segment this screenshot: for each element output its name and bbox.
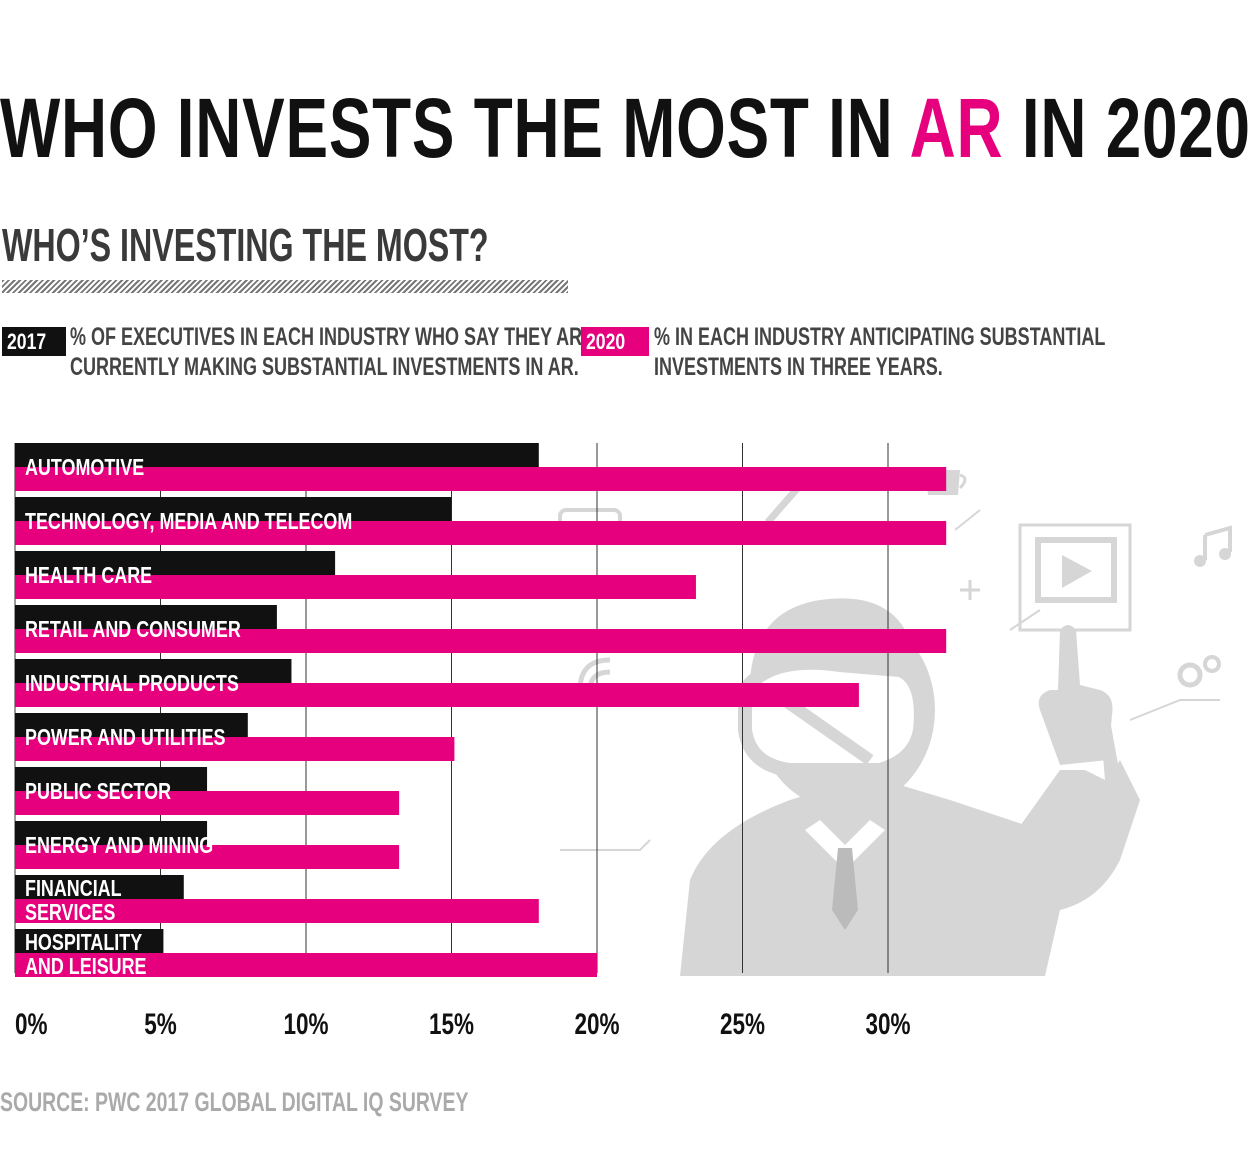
category-label: RETAIL AND CONSUMER <box>25 617 241 643</box>
category-label-line: FINANCIAL <box>25 876 122 902</box>
bar-2020 <box>15 683 859 707</box>
legend-2020-line-2: INVESTMENTS IN THREE YEARS. <box>654 353 943 381</box>
x-axis-tick-labels: 0% 5% 10% 15% 20% 25% 30% <box>15 1007 911 1041</box>
hatched-divider <box>2 280 568 293</box>
legend-2020-description: % IN EACH INDUSTRY ANTICIPATING SUBSTANT… <box>654 322 1105 382</box>
legend-2017-line-1: % OF EXECUTIVES IN EACH INDUSTRY WHO SAY… <box>70 323 595 351</box>
x-tick-label: 20% <box>574 1007 619 1041</box>
bars <box>15 443 947 977</box>
collar <box>805 820 885 870</box>
x-tick-label: 30% <box>865 1007 910 1041</box>
x-tick-label: 10% <box>283 1007 328 1041</box>
main-title-highlight: AR <box>909 81 1004 175</box>
gear-icon <box>1177 662 1203 688</box>
bar-chart: AUTOMOTIVE TECHNOLOGY, MEDIA AND TELECOM H… <box>14 443 947 1041</box>
legend-2020-swatch: 2020 <box>581 327 649 356</box>
category-label: TECHNOLOGY, MEDIA AND TELECOM <box>25 509 352 535</box>
legend-2017-label: 2017 <box>7 329 47 354</box>
category-label: POWER AND UTILITIES <box>25 725 226 751</box>
legend-2017-swatch: 2017 <box>2 327 66 356</box>
category-label: INDUSTRIAL PRODUCTS <box>25 671 239 697</box>
category-label: PUBLIC SECTOR <box>25 779 171 805</box>
x-tick-label: 5% <box>144 1007 177 1041</box>
bar-2017 <box>15 443 539 467</box>
category-label: AUTOMOTIVE <box>25 455 144 481</box>
legend-2017-description: % OF EXECUTIVES IN EACH INDUSTRY WHO SAY… <box>70 322 594 382</box>
music-note-icon <box>1203 525 1232 560</box>
rocket-icon <box>765 480 805 525</box>
bar-2017 <box>15 821 208 845</box>
category-label: HEALTH CARE <box>25 563 152 589</box>
bar-2020 <box>15 737 455 761</box>
source-note: SOURCE: PWC 2017 GLOBAL DIGITAL IQ SURVE… <box>0 1087 469 1117</box>
main-title-part-1: WHO INVESTS THE MOST IN <box>0 81 910 175</box>
main-title-part-2: IN 2020? <box>1021 81 1250 175</box>
x-tick-label: 15% <box>429 1007 474 1041</box>
category-label-line: AND LEISURE <box>25 954 147 980</box>
category-label: ENERGY AND MINING <box>25 833 213 859</box>
suit-body <box>680 760 1140 976</box>
play-icon <box>1062 555 1092 588</box>
bar-2017 <box>15 659 292 683</box>
bar-2017 <box>15 929 164 953</box>
bar-2017 <box>15 767 208 791</box>
tie <box>832 848 858 930</box>
legend-2020-label: 2020 <box>586 329 626 354</box>
legend-2020-line-1: % IN EACH INDUSTRY ANTICIPATING SUBSTANT… <box>654 323 1106 351</box>
category-labels: AUTOMOTIVE TECHNOLOGY, MEDIA AND TELECOM H… <box>25 455 352 980</box>
video-screen-icon <box>1018 523 1132 632</box>
bar-2020 <box>15 899 539 923</box>
plus-icon <box>960 580 980 600</box>
bar-2020 <box>15 575 696 599</box>
bar-2017 <box>15 875 184 899</box>
x-tick-label: 25% <box>720 1007 765 1041</box>
category-label-line: HOSPITALITY <box>25 930 142 956</box>
bar-2017 <box>15 551 336 575</box>
subtitle: WHO’S INVESTING THE MOST? <box>2 219 489 271</box>
bar-2020 <box>15 521 947 545</box>
raised-arm <box>1010 720 1120 840</box>
x-tick-label: 0% <box>15 1007 48 1041</box>
category-label-line: SERVICES <box>25 900 115 926</box>
bar-2017 <box>15 605 277 629</box>
bar-2020 <box>15 467 947 491</box>
legend-2017-line-2: CURRENTLY MAKING SUBSTANTIAL INVESTMENTS… <box>70 353 579 381</box>
hand-icon <box>1038 625 1113 765</box>
bar-2020 <box>15 845 400 869</box>
bar-2020 <box>15 629 947 653</box>
bar-2020 <box>15 791 400 815</box>
bar-2020 <box>15 953 597 977</box>
main-title: WHO INVESTS THE MOST IN AR IN 2020? <box>0 80 1250 177</box>
bar-2017 <box>15 497 452 521</box>
bar-2017 <box>15 713 248 737</box>
